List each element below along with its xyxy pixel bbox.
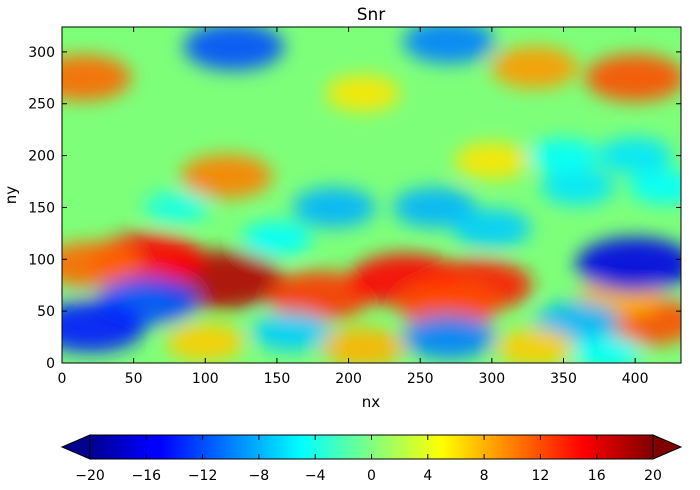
heatmap-cell	[321, 327, 405, 363]
x-tick-label: 350	[550, 371, 577, 387]
heatmap-cell	[62, 54, 132, 101]
x-tick-label: 200	[335, 371, 362, 387]
heatmap-cell	[183, 27, 285, 71]
x-tick-label: 250	[407, 371, 434, 387]
colorbar-tick-label: −20	[75, 468, 105, 484]
y-tick-label: 100	[28, 252, 55, 268]
heatmap-cell	[398, 282, 500, 330]
colorbar: −20 −16 −12 −8 −4 0 4 8 12 16 20	[60, 434, 683, 484]
x-axis-label: nx	[362, 393, 381, 411]
chart-title: Snr	[357, 5, 386, 25]
heatmap-features	[62, 27, 681, 363]
heatmap-cell	[584, 54, 681, 102]
heatmap-cell	[251, 312, 331, 352]
y-tick-label: 50	[37, 304, 55, 320]
heatmap-cell	[452, 208, 532, 248]
plot-frame	[61, 26, 682, 364]
heatmap-cell	[292, 187, 376, 228]
heatmap-cell	[143, 190, 210, 225]
heatmap-cell	[571, 335, 642, 363]
colorbar-tick-label: −4	[305, 468, 326, 484]
heatmap-cell	[392, 187, 477, 228]
x-axis: 0 50 100 150 200 250 300 350 400	[58, 27, 649, 387]
x-tick-label: 300	[478, 371, 505, 387]
x-tick-label: 50	[125, 371, 143, 387]
heatmap-cell	[62, 301, 146, 353]
y-axis: 0 50 100 150 200 250 300	[28, 45, 681, 372]
colorbar-tick-label: 20	[644, 468, 662, 484]
colorbar-tick-label: −8	[249, 468, 270, 484]
x-tick-label: 400	[622, 371, 649, 387]
heatmap-cell	[495, 328, 575, 363]
colorbar-tick-label: −16	[132, 468, 162, 484]
heatmap-cell	[454, 142, 530, 180]
x-tick-label: 0	[58, 371, 67, 387]
y-tick-label: 300	[28, 45, 55, 61]
heatmap-cell	[165, 322, 245, 362]
colorbar-extend-low	[60, 434, 91, 460]
heatmap	[62, 27, 681, 363]
y-tick-label: 150	[28, 200, 55, 216]
colorbar-tick-label: 12	[531, 468, 549, 484]
colorbar-tick-label: 4	[423, 468, 432, 484]
y-tick-label: 200	[28, 149, 55, 165]
colorbar-tick-label: 8	[480, 468, 489, 484]
y-tick-label: 0	[46, 356, 55, 372]
heatmap-cell	[267, 270, 373, 321]
heatmap-cell	[597, 137, 673, 174]
y-axis-label: ny	[2, 186, 20, 205]
heatmap-cell	[491, 46, 579, 89]
heatmap-cell	[528, 138, 599, 174]
heatmap-cell	[402, 315, 495, 360]
x-tick-label: 100	[192, 371, 219, 387]
heatmap-cell	[628, 169, 681, 205]
heatmap-cell	[241, 221, 312, 257]
heatmap-cell	[325, 74, 401, 112]
y-tick-label: 250	[28, 97, 55, 113]
heatmap-cell	[575, 237, 681, 292]
colorbar-extend-high	[652, 434, 683, 460]
colorbar-ticks: −20 −16 −12 −8 −4 0 4 8 12 16 20	[75, 435, 662, 484]
colorbar-tick-label: 0	[367, 468, 376, 484]
heatmap-cell	[540, 168, 616, 206]
colorbar-tick-label: −12	[188, 468, 218, 484]
heatmap-cell	[62, 241, 139, 288]
colorbar-tick-label: 16	[588, 468, 606, 484]
heatmap-cell	[180, 154, 273, 199]
x-tick-label: 150	[264, 371, 291, 387]
heatmap-cell	[402, 27, 495, 64]
